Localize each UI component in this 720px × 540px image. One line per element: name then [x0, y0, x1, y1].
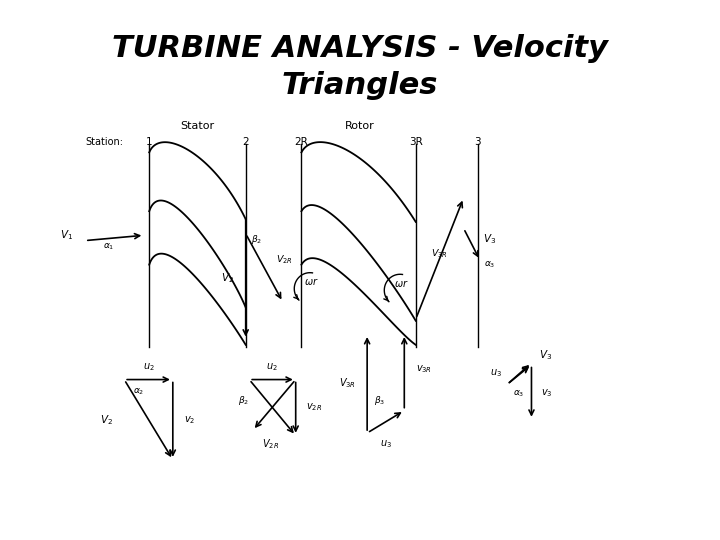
Text: 2R: 2R — [294, 137, 308, 147]
Text: $\alpha_3$: $\alpha_3$ — [484, 259, 495, 270]
Text: $v_{3R}$: $v_{3R}$ — [415, 363, 431, 375]
Text: $V_3$: $V_3$ — [539, 349, 552, 362]
Text: $\beta_2$: $\beta_2$ — [251, 233, 262, 246]
Text: $V_{3R}$: $V_{3R}$ — [431, 248, 448, 260]
Text: $\omega r$: $\omega r$ — [394, 278, 409, 289]
Text: Stator: Stator — [180, 121, 214, 131]
Text: Triangles: Triangles — [282, 71, 438, 100]
Text: $V_2$: $V_2$ — [220, 271, 233, 285]
Text: $u_2$: $u_2$ — [266, 361, 278, 373]
Text: $\alpha_1$: $\alpha_1$ — [103, 242, 114, 252]
Text: $\alpha_3$: $\alpha_3$ — [513, 389, 524, 399]
Text: $u_3$: $u_3$ — [379, 438, 392, 450]
Text: $u_3$: $u_3$ — [490, 367, 502, 379]
Text: 2: 2 — [243, 137, 249, 147]
Text: $V_{2R}$: $V_{2R}$ — [262, 437, 279, 450]
Text: Rotor: Rotor — [345, 121, 375, 131]
Text: TURBINE ANALYSIS - Velocity: TURBINE ANALYSIS - Velocity — [112, 33, 608, 63]
Text: $V_2$: $V_2$ — [100, 413, 113, 427]
Text: $\beta_3$: $\beta_3$ — [374, 394, 386, 408]
Text: $V_{3R}$: $V_{3R}$ — [339, 376, 356, 390]
Text: $\omega r$: $\omega r$ — [304, 276, 319, 287]
Text: $v_{2R}$: $v_{2R}$ — [307, 401, 323, 413]
Text: $V_1$: $V_1$ — [60, 228, 73, 241]
Text: 1: 1 — [146, 137, 153, 147]
Text: $v_2$: $v_2$ — [184, 414, 196, 426]
Text: Station:: Station: — [85, 137, 123, 147]
Text: $\beta_2$: $\beta_2$ — [238, 394, 249, 408]
Text: $\alpha_2$: $\alpha_2$ — [133, 386, 144, 396]
Text: 3: 3 — [474, 137, 481, 147]
Text: $V_3$: $V_3$ — [483, 232, 496, 246]
Text: $V_{2R}$: $V_{2R}$ — [276, 253, 292, 266]
Text: 3R: 3R — [409, 137, 423, 147]
Text: $v_3$: $v_3$ — [541, 387, 553, 399]
Text: $u_2$: $u_2$ — [143, 361, 154, 373]
